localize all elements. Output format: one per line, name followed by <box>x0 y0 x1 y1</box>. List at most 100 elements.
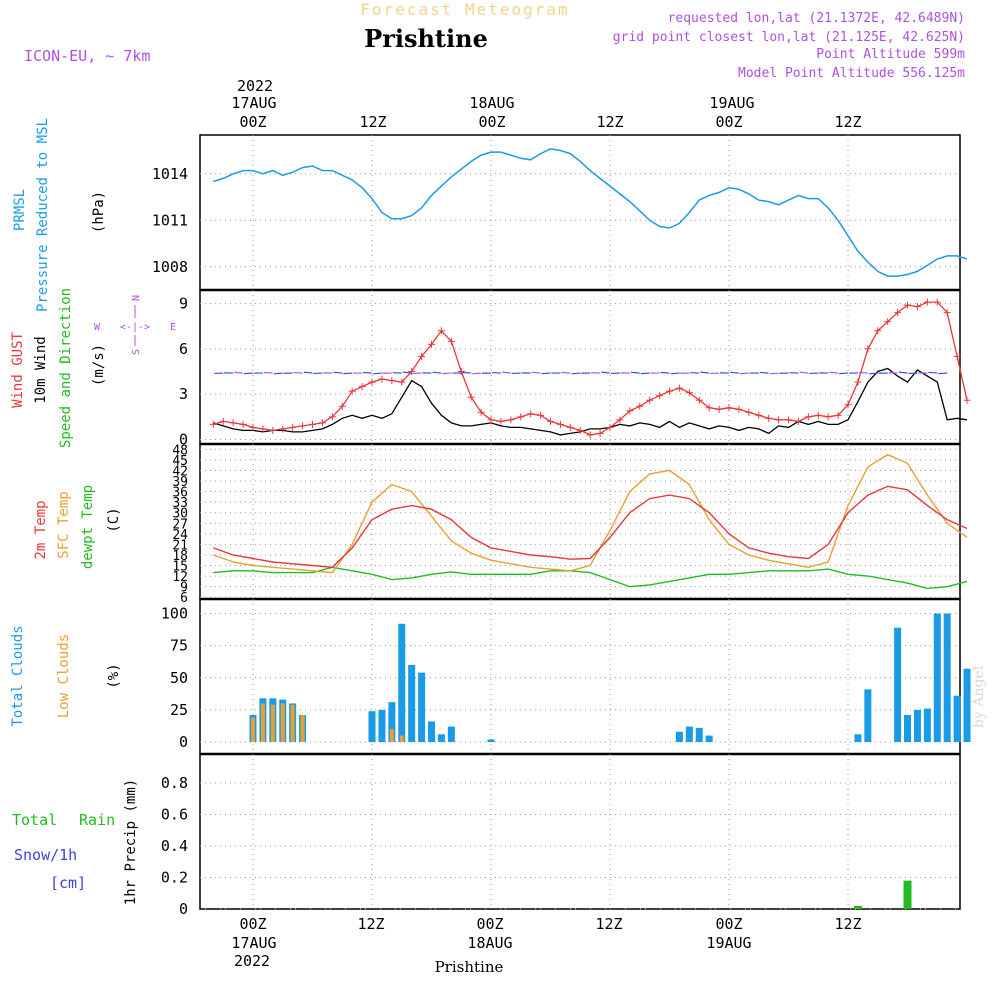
total-cloud-bar <box>864 689 872 742</box>
precip-unit: 1hr Precip (mm) <box>123 779 139 905</box>
gust-marker <box>874 327 882 335</box>
gust-marker <box>338 402 346 410</box>
wind-dir-arrow <box>630 371 640 374</box>
y-tick-label: 42 <box>172 464 188 479</box>
wind-dir-arrow <box>700 371 710 374</box>
gust-marker <box>775 416 783 424</box>
y-tick-label: 100 <box>161 605 188 623</box>
y-tick-label: 6 <box>180 591 188 606</box>
temp-2m-line <box>213 485 968 569</box>
gust-marker <box>556 420 564 428</box>
wind-dir-arrow <box>898 371 908 374</box>
wind-dir-arrow <box>799 371 809 374</box>
wind-series <box>209 298 971 439</box>
gust-marker <box>834 411 842 419</box>
compass-arrow: <-|-> <box>120 322 150 333</box>
gust-marker <box>606 423 614 431</box>
wind-dir-arrow <box>442 372 452 375</box>
gust-marker <box>209 420 217 428</box>
compass-east: E <box>170 322 176 333</box>
y-tick-label: 0.8 <box>161 774 188 792</box>
total-cloud-bar <box>378 709 386 742</box>
cloud-total-label: Total Clouds <box>10 625 26 726</box>
top-tick-4: 00Z <box>715 113 742 131</box>
header-point-altitude: Point Altitude 599m <box>816 47 965 62</box>
gust-marker <box>586 431 594 439</box>
y-tick-label: 0 <box>179 430 188 448</box>
gust-marker <box>219 417 227 425</box>
gust-marker <box>348 387 356 395</box>
header-title: Forecast Meteogram <box>360 0 569 19</box>
wind-dir-arrow <box>303 371 313 374</box>
precip-bars <box>853 880 912 909</box>
temp-unit: (C) <box>106 507 122 532</box>
wind-dir-arrow <box>373 372 382 375</box>
bottom-tick-labels: 00Z 12Z 00Z 12Z 00Z 12Z <box>239 915 861 933</box>
y-tick-label: 0 <box>179 733 188 751</box>
wind-dir-arrow <box>739 372 749 375</box>
y-tick-label: 25 <box>170 701 188 719</box>
gust-marker <box>309 420 317 428</box>
total-cloud-bar <box>675 731 683 742</box>
gust-marker <box>953 352 961 360</box>
header-model: ICON-EU, ~ 7km <box>24 47 150 65</box>
gust-marker <box>249 423 257 431</box>
gust-marker <box>864 345 872 353</box>
pressure-label-2: Pressure Reduced to MSL <box>35 118 51 312</box>
total-cloud-bar <box>963 668 971 742</box>
precip-snow-label: Snow/1h <box>14 846 77 864</box>
gust-marker <box>884 318 892 326</box>
gust-marker <box>358 383 366 391</box>
wind-dir-arrow <box>541 372 551 375</box>
temp-2m-label: 2m Temp <box>33 500 49 559</box>
gust-marker <box>487 416 495 424</box>
y-tick-label: 0 <box>179 900 188 918</box>
gust-marker <box>388 377 396 385</box>
rain-bar <box>853 905 862 909</box>
y-tick-label: 6 <box>179 340 188 358</box>
gust-marker <box>656 392 664 400</box>
total-cloud-bar <box>943 613 951 742</box>
wind-dir-arrow <box>839 372 849 375</box>
wind-dir-arrow <box>263 371 273 374</box>
wind-10m-line <box>213 367 968 436</box>
compass-icon: W E <-|-> N S <box>94 295 176 355</box>
wind-dir-arrow <box>601 371 611 374</box>
watermark: by Angel <box>971 665 987 728</box>
total-cloud-bar <box>368 711 376 742</box>
bottom-tick-1: 12Z <box>357 915 384 933</box>
header-model-altitude: Model Point Altitude 556.125m <box>738 66 965 81</box>
total-cloud-bar <box>418 672 426 742</box>
wind-dir-arrow <box>234 371 244 374</box>
temperature-series <box>213 453 968 590</box>
gust-marker <box>537 411 545 419</box>
wind-dir-arrow <box>561 371 571 374</box>
grid-layer <box>200 135 960 910</box>
wind-dir-arrow <box>531 371 541 374</box>
header-grid-point: grid point closest lon,lat (21.125E, 42.… <box>613 30 965 45</box>
wind-dir-arrow <box>759 371 769 374</box>
dewpoint-line <box>213 566 968 590</box>
wind-dir-arrow <box>858 371 868 374</box>
wind-10m-label: 10m Wind <box>33 336 49 403</box>
cloud-low-label: Low Clouds <box>56 634 72 718</box>
gust-marker <box>735 405 743 413</box>
y-tick-label: 0.2 <box>161 869 188 887</box>
y-tick-label: 39 <box>172 475 188 490</box>
y-tick-label: 0.6 <box>161 806 188 824</box>
gust-marker <box>289 423 297 431</box>
gust-marker <box>229 419 237 427</box>
gust-marker <box>685 389 693 397</box>
y-tick-label: 21 <box>172 538 188 553</box>
gust-marker <box>755 411 763 419</box>
total-cloud-bar <box>953 695 961 742</box>
y-tick-label: 24 <box>172 528 188 543</box>
bottom-tick-3: 12Z <box>595 915 622 933</box>
y-tick-label: 75 <box>170 637 188 655</box>
gust-marker <box>646 396 654 404</box>
bottom-tick-5: 12Z <box>834 915 861 933</box>
gust-marker <box>259 425 267 433</box>
y-tick-label: 15 <box>172 560 188 575</box>
gust-marker <box>785 416 793 424</box>
